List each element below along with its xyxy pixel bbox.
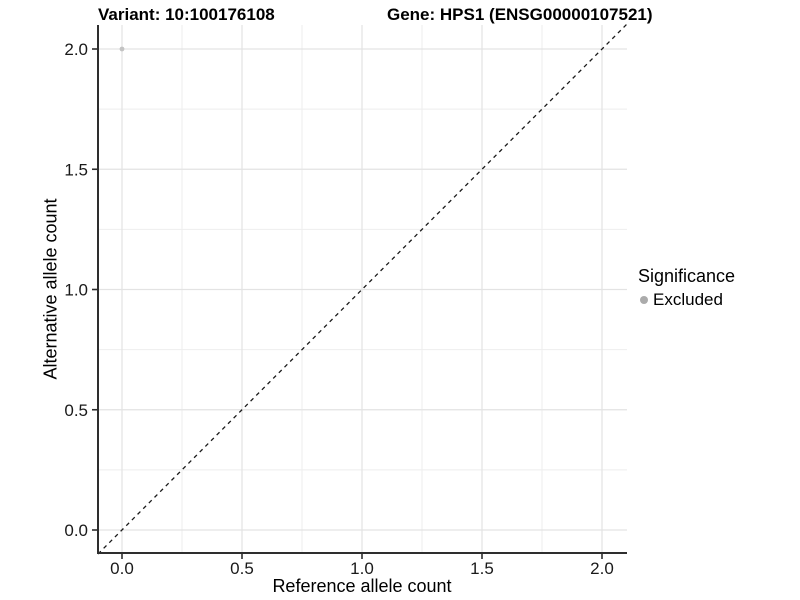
data-point	[119, 46, 125, 52]
legend-key-dot-icon	[640, 296, 648, 304]
x-tick-label: 2.0	[590, 559, 614, 578]
x-tick-label: 1.0	[350, 559, 374, 578]
x-tick-label: 1.5	[470, 559, 494, 578]
legend-item-label: Excluded	[653, 290, 723, 309]
legend-item-excluded: Excluded	[636, 290, 735, 310]
legend: Significance Excluded	[636, 266, 735, 310]
x-tick-label: 0.5	[230, 559, 254, 578]
plot-title-gene: Gene: HPS1 (ENSG00000107521)	[387, 5, 653, 24]
y-tick-label: 0.0	[64, 521, 88, 540]
y-axis-label: Alternative allele count	[40, 198, 61, 380]
y-tick-label: 2.0	[64, 40, 88, 59]
y-tick-label: 0.5	[64, 401, 88, 420]
y-tick-label: 1.0	[64, 281, 88, 300]
y-tick-label: 1.5	[64, 160, 88, 179]
legend-title: Significance	[638, 266, 736, 286]
identity-reference-line	[97, 23, 628, 555]
x-tick-label: 0.0	[110, 559, 134, 578]
plot-title-variant: Variant: 10:100176108	[98, 5, 275, 24]
x-axis-label: Reference allele count	[272, 576, 452, 596]
